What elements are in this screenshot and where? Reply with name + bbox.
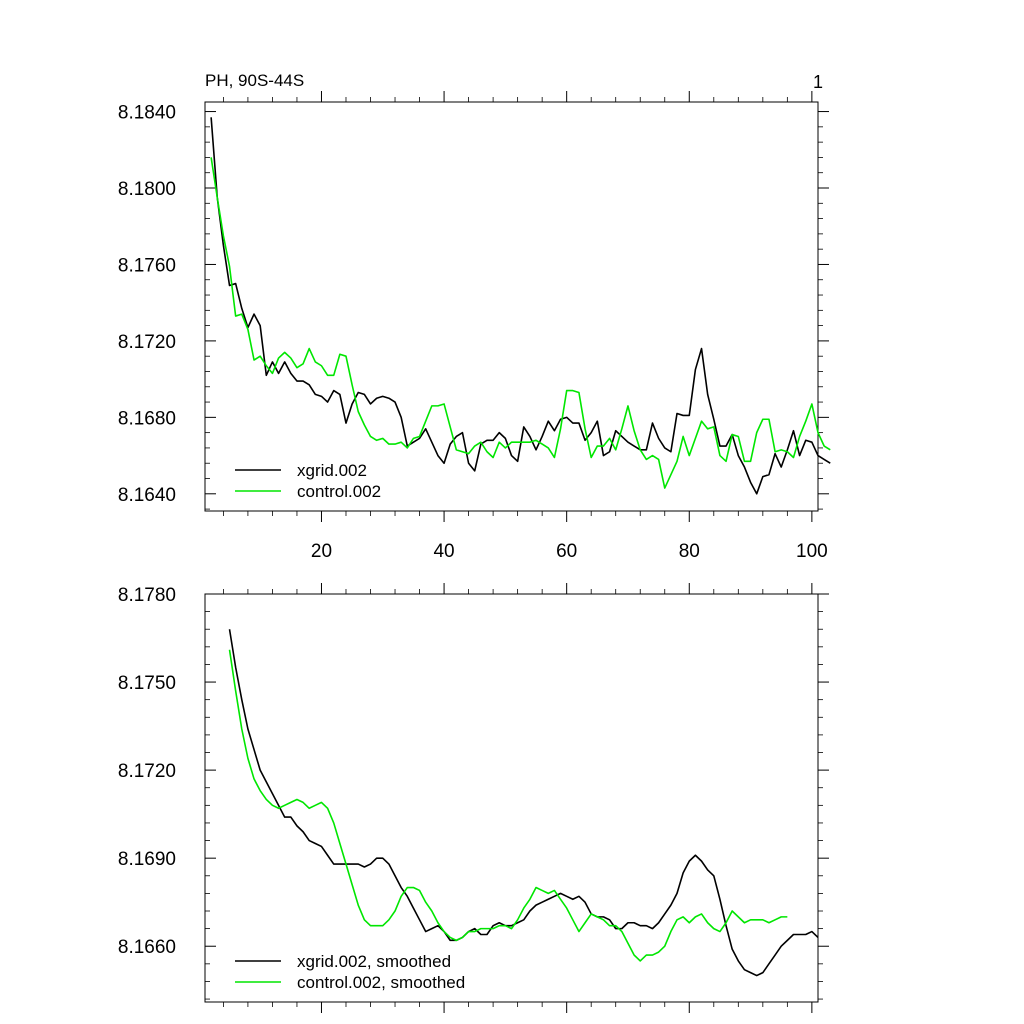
- top-x-tick-labels: 20 40 60 80 100: [311, 541, 828, 562]
- top-y-tick-label: 8.1680: [118, 408, 176, 429]
- top-x-tick-label: 40: [433, 541, 454, 562]
- bottom-series-group: [228, 629, 819, 977]
- bottom-minor-ticks: [205, 589, 823, 1007]
- bottom-y-tick-label: 8.1660: [118, 937, 176, 958]
- top-x-tick-label: 100: [796, 541, 828, 562]
- bottom-y-tick-label: 8.1780: [118, 585, 176, 606]
- top-legend-label-control: control.002: [297, 482, 381, 501]
- bottom-legend-label-control: control.002, smoothed: [297, 973, 465, 992]
- bottom-y-tick-label: 8.1750: [118, 673, 176, 694]
- top-major-ticks: [205, 91, 829, 522]
- top-y-tick-label: 8.1760: [118, 255, 176, 276]
- top-y-tick-labels: 8.1640 8.1680 8.1720 8.1760 8.1800 8.1840: [118, 103, 176, 506]
- top-y-tick-label: 8.1800: [118, 179, 176, 200]
- top-legend: xgrid.002 control.002: [235, 461, 381, 501]
- bottom-y-tick-label: 8.1690: [118, 849, 176, 870]
- top-y-tick-label: 8.1640: [118, 485, 176, 506]
- bottom-major-ticks: [205, 583, 829, 1013]
- top-x-tick-label: 80: [679, 541, 700, 562]
- bottom-y-tick-label: 8.1720: [118, 761, 176, 782]
- top-x-tick-label: 60: [556, 541, 577, 562]
- top-series-line-xgrid: [210, 117, 831, 495]
- top-series-line-control: [210, 157, 831, 489]
- top-chart-title: PH, 90S-44S: [205, 71, 304, 90]
- bottom-legend-label-xgrid: xgrid.002, smoothed: [297, 952, 451, 971]
- top-plot-frame: [204, 101, 819, 512]
- top-legend-label-xgrid: xgrid.002: [297, 461, 367, 480]
- top-minor-ticks: [205, 97, 823, 516]
- bottom-series-line-xgrid: [228, 629, 819, 977]
- top-chart-panel-number: 1: [813, 72, 823, 92]
- bottom-legend: xgrid.002, smoothed control.002, smoothe…: [235, 952, 465, 992]
- bottom-y-tick-labels: 8.1660 8.1690 8.1720 8.1750 8.1780: [118, 585, 176, 958]
- top-x-tick-label: 20: [311, 541, 332, 562]
- top-y-tick-label: 8.1720: [118, 332, 176, 353]
- top-chart: 8.1640 8.1680 8.1720 8.1760 8.1800 8.1840 20 4…: [118, 71, 831, 562]
- top-series-group: [210, 117, 831, 495]
- bottom-chart: 8.1660 8.1690 8.1720 8.1750 8.1780 xgrid.002…: [118, 583, 829, 1013]
- bottom-series-line-control: [228, 649, 788, 962]
- bottom-plot-frame: [204, 593, 819, 1003]
- top-y-tick-label: 8.1840: [118, 103, 176, 124]
